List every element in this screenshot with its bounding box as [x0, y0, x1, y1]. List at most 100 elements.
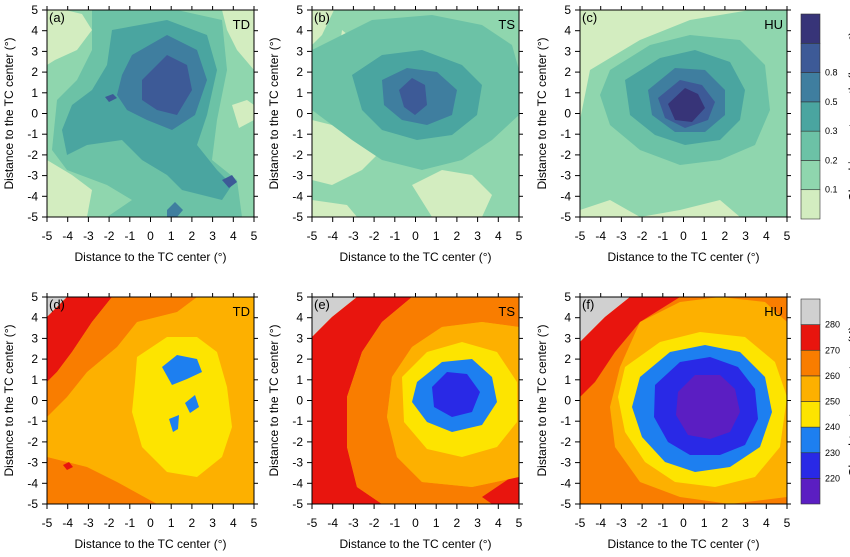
x-tick-label: -4 [595, 516, 606, 530]
x-tick-label: 0 [680, 229, 687, 243]
x-tick-label: 0 [147, 229, 154, 243]
y-axis-label: Distance to the TC center (°) [535, 325, 549, 477]
x-axis-label: Distance to the TC center (°) [608, 250, 760, 264]
y-tick-label: 2 [296, 352, 303, 366]
case-label: TS [498, 17, 515, 32]
y-axis-label: Distance to the TC center (°) [535, 38, 549, 190]
x-axis-label: Distance to the TC center (°) [340, 537, 492, 551]
y-tick-label: -3 [27, 169, 38, 183]
y-tick-label: -3 [560, 169, 571, 183]
case-label: HU [764, 17, 783, 32]
colorbar-tick-label: 0.1 [825, 185, 838, 195]
x-tick-label: 1 [701, 229, 708, 243]
x-tick-label: -4 [327, 516, 338, 530]
y-tick-label: 1 [296, 373, 303, 387]
x-tick-label: -3 [616, 229, 627, 243]
y-tick-label: 0 [296, 394, 303, 408]
y-tick-label: 1 [564, 373, 571, 387]
y-axis-label: Distance to the TC center (°) [267, 38, 281, 190]
x-tick-label: 4 [763, 229, 770, 243]
x-tick-label: 4 [763, 516, 770, 530]
x-tick-label: 5 [251, 516, 258, 530]
colorbar-tick-label: 0.3 [825, 126, 838, 136]
y-tick-label: 2 [564, 352, 571, 366]
case-label: TD [233, 304, 250, 319]
x-tick-label: 0 [680, 516, 687, 530]
x-tick-label: 3 [474, 516, 481, 530]
x-tick-label: 0 [412, 516, 419, 530]
colorbar-ice-water-path: 0.1 0.2 0.3 0.5 0.8 Cloud ice water path (kg … [800, 13, 850, 220]
y-tick-label: -1 [560, 127, 571, 141]
y-tick-label: 0 [31, 107, 38, 121]
y-tick-label: -1 [292, 127, 303, 141]
y-tick-label: -2 [292, 148, 303, 162]
y-tick-label: 1 [564, 86, 571, 100]
colorbar-tick-label: 0.5 [825, 97, 838, 107]
x-tick-label: 5 [784, 516, 791, 530]
y-tick-label: -1 [27, 127, 38, 141]
x-tick-label: 1 [168, 229, 175, 243]
x-tick-label: 3 [474, 229, 481, 243]
panel-d [47, 297, 254, 504]
panel-c [580, 10, 787, 217]
colorbar-tick-label: 230 [825, 448, 840, 458]
x-tick-label: -2 [637, 229, 648, 243]
x-tick-label: -5 [307, 229, 318, 243]
y-axis-label: Distance to the TC center (°) [2, 325, 16, 477]
y-tick-label: -3 [560, 456, 571, 470]
x-tick-label: 2 [722, 229, 729, 243]
colorbar-swatch [800, 401, 821, 428]
y-tick-label: 1 [31, 86, 38, 100]
x-tick-label: -5 [307, 516, 318, 530]
y-tick-label: -5 [560, 210, 571, 224]
colorbar-tick-label: 270 [825, 345, 840, 355]
y-tick-label: 4 [31, 24, 38, 38]
panel-label: (c) [582, 10, 597, 25]
x-tick-label: 3 [209, 516, 216, 530]
panel-label: (a) [49, 10, 65, 25]
y-tick-label: -5 [27, 210, 38, 224]
colorbar-tick-label: 250 [825, 397, 840, 407]
y-tick-label: -1 [27, 414, 38, 428]
y-tick-label: -3 [27, 456, 38, 470]
y-tick-label: 5 [31, 3, 38, 17]
panel-b [312, 10, 519, 217]
x-axis-label: Distance to the TC center (°) [75, 250, 227, 264]
y-tick-label: -4 [560, 476, 571, 490]
x-tick-label: -4 [62, 516, 73, 530]
y-tick-label: 3 [564, 44, 571, 58]
y-tick-label: -1 [560, 414, 571, 428]
x-tick-label: 1 [168, 516, 175, 530]
x-tick-label: 5 [516, 516, 523, 530]
y-tick-label: 1 [31, 373, 38, 387]
x-tick-label: -2 [369, 516, 380, 530]
x-tick-label: -5 [575, 229, 586, 243]
colorbar-swatch [800, 189, 821, 220]
x-tick-label: -5 [42, 229, 53, 243]
y-tick-label: 4 [564, 311, 571, 325]
panel-label: (b) [314, 10, 330, 25]
case-label: TS [498, 304, 515, 319]
case-label: HU [764, 304, 783, 319]
colorbar-swatch [800, 375, 821, 402]
x-tick-label: -2 [637, 516, 648, 530]
panel-e [312, 297, 519, 504]
x-tick-label: -4 [595, 229, 606, 243]
y-tick-label: -1 [292, 414, 303, 428]
y-tick-label: 3 [31, 44, 38, 58]
x-tick-label: -1 [657, 229, 668, 243]
colorbar-tick-label: 0.2 [825, 155, 838, 165]
x-tick-label: 4 [495, 516, 502, 530]
colorbar-swatch [800, 160, 821, 191]
colorbar-swatch [800, 324, 821, 351]
case-label: TD [233, 17, 250, 32]
x-tick-label: 5 [784, 229, 791, 243]
y-tick-label: 4 [564, 24, 571, 38]
y-tick-label: 0 [31, 394, 38, 408]
y-tick-label: 2 [296, 65, 303, 79]
colorbar-tick-label: 280 [825, 320, 840, 330]
